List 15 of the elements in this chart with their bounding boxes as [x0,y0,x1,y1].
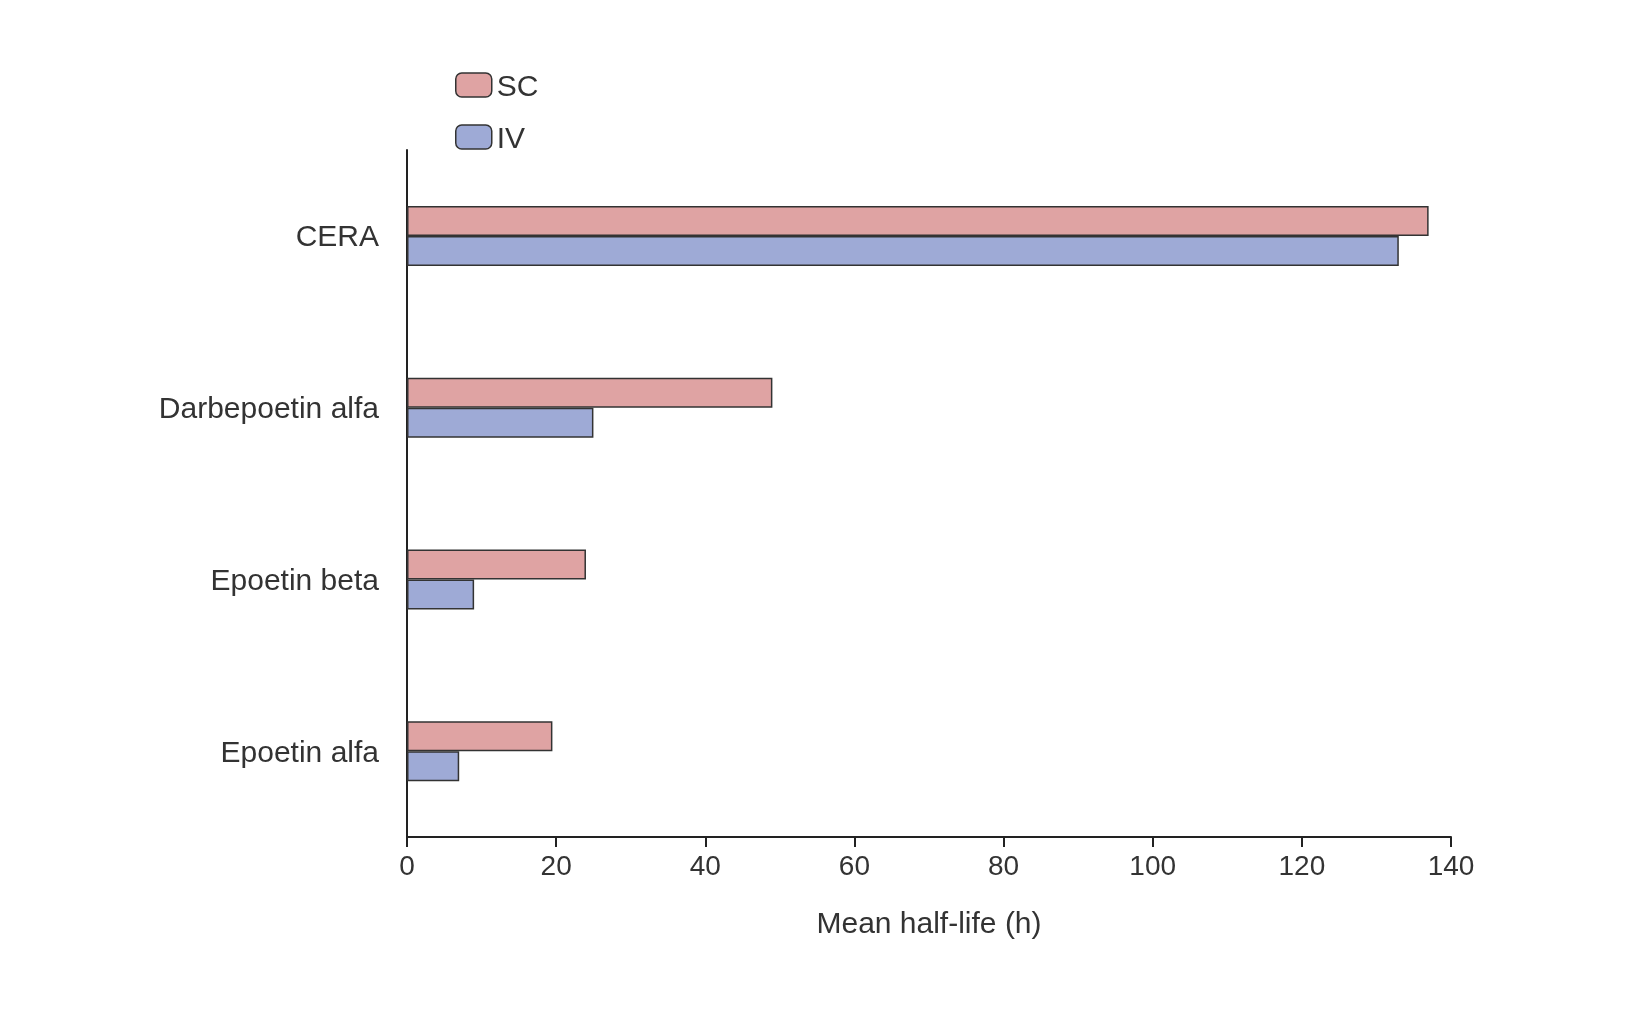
legend-label: IV [496,120,526,154]
x-tick-label: 120 [1278,849,1326,881]
x-tick-label: 100 [1129,849,1177,881]
legend-label: SC [496,68,539,102]
y-tick-label: Epoetin alfa [220,734,380,768]
y-tick-label: Darbepoetin alfa [158,391,380,425]
x-tick-label: 0 [399,849,415,881]
x-tick-label: 80 [987,849,1020,881]
x-tick-label: 140 [1427,849,1475,881]
y-tick-label: Epoetin beta [210,562,380,596]
x-tick-label: 40 [689,849,721,881]
x-tick-label: 60 [838,849,871,881]
x-tick-label: 20 [540,849,572,881]
y-tick-label: CERA [295,219,379,253]
x-axis-title: Mean half-life (h) [816,905,1042,939]
